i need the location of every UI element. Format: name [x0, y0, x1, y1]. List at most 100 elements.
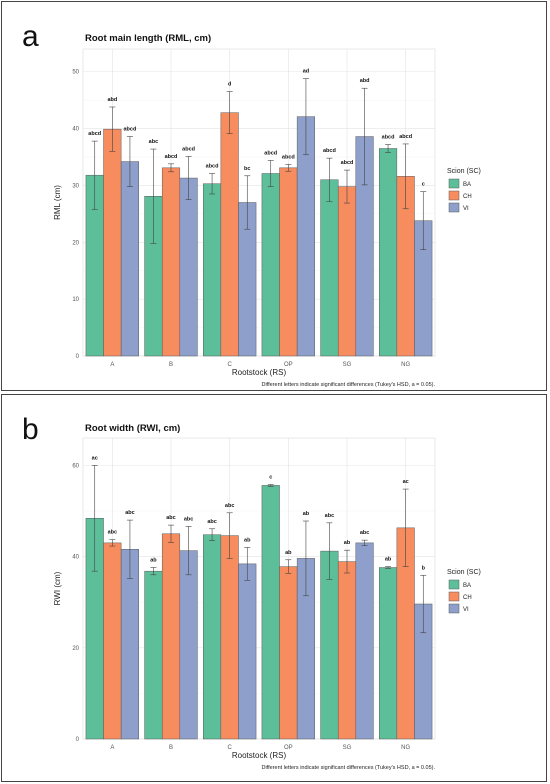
rml-xtick-label-SG: SG	[343, 362, 352, 368]
rml-sig-label-CH-B: abcd	[165, 154, 178, 160]
rwi-sig-label-BA-SG: abc	[325, 513, 334, 519]
rml-bar-VI-A	[120, 161, 139, 357]
rml-sig-label-VI-OP: ad	[303, 69, 309, 75]
rml-sig-label-VI-NG: c	[422, 182, 425, 188]
rml-sig-label-BA-OP: abcd	[264, 150, 277, 156]
rwi-sig-label-CH-B: abc	[166, 515, 175, 521]
rwi-sig-label-CH-NG: ac	[403, 479, 409, 485]
rml-ytick-label: 30	[72, 183, 79, 189]
rml-panel-letter: a	[22, 20, 39, 53]
rml-sig-label-BA-SG: abcd	[323, 148, 336, 154]
rml-ytick-label: 40	[72, 127, 79, 133]
rwi-x-axis-label: Rootstock (RS)	[232, 751, 287, 760]
rwi-legend-swatch-CH	[448, 591, 460, 602]
rwi-legend-label-CH: CH	[463, 595, 472, 601]
rwi-footnote: Different letters indicate significant d…	[261, 765, 435, 771]
rml-bar-CH-SG	[337, 186, 357, 357]
rml-xtick-label-B: B	[169, 362, 173, 368]
rwi-sig-label-BA-C: abc	[207, 519, 216, 525]
rml-sig-label-CH-SG: abcd	[341, 160, 354, 166]
rwi-sig-label-VI-A: abc	[125, 510, 134, 516]
rwi-sig-label-VI-C: ab	[244, 537, 251, 543]
rml-sig-label-BA-C: abcd	[206, 164, 219, 170]
rml-bar-CH-A	[103, 128, 122, 357]
rml-sig-label-CH-OP: abcd	[282, 154, 295, 160]
rml-xtick-label-C: C	[227, 362, 232, 368]
rml-legend-label-CH: CH	[463, 194, 472, 200]
panel-a: a Root main length (RML, cm) 0 10 20 30 40 50 RM…	[1, 1, 547, 391]
rml-legend-label-BA: BA	[463, 182, 471, 188]
rml-sig-label-BA-B: abc	[149, 139, 158, 145]
rwi-ytick-label: 40	[72, 555, 79, 561]
rml-sig-label-CH-NG: abcd	[399, 134, 412, 140]
rwi-sig-label-CH-OP: ab	[285, 550, 292, 556]
rml-bar-VI-B	[179, 177, 198, 357]
rml-bar-BA-SG	[320, 179, 339, 357]
rwi-bar-BA-B	[144, 570, 163, 740]
rml-x-axis-label: Rootstock (RS)	[232, 368, 287, 377]
rwi-bar-VI-SG	[355, 542, 374, 740]
rwi-legend-label-BA: BA	[463, 583, 471, 589]
rwi-ytick-label: 60	[72, 463, 79, 469]
rml-legend-swatch-BA	[448, 178, 460, 189]
rml-ytick-label: 0	[76, 354, 80, 360]
rwi-bar-CH-C	[220, 535, 239, 740]
panel-b: b Root width (RWI, cm) 0 20 40 60 RWI (cm) ac ab…	[1, 394, 547, 782]
rwi-ytick-label: 20	[72, 646, 79, 652]
rml-sig-label-BA-NG: abcd	[382, 135, 395, 141]
rwi-plot-area	[82, 437, 436, 740]
rml-sig-label-VI-A: abcd	[124, 127, 137, 133]
rml-sig-label-CH-A: abd	[107, 97, 117, 103]
rwi-sig-label-VI-NG: b	[422, 565, 426, 571]
rwi-sig-label-BA-A: ac	[92, 455, 98, 461]
rwi-legend-swatch-BA	[448, 579, 460, 590]
rml-legend-label-VI: VI	[463, 206, 469, 212]
rwi-sig-label-BA-B: ab	[150, 558, 157, 564]
rml-xtick-label-A: A	[110, 362, 114, 368]
rml-ytick-label: 20	[72, 240, 79, 246]
rml-xtick-label-OP: OP	[284, 362, 293, 368]
rml-legend-title: Scion (SC)	[447, 168, 481, 175]
rwi-ytick-label: 0	[76, 737, 80, 743]
rml-bar-CH-OP	[279, 167, 298, 357]
rml-bar-BA-NG	[379, 148, 398, 357]
rwi-bar-VI-C	[238, 563, 257, 740]
rwi-sig-label-VI-SG: abc	[360, 530, 369, 536]
rml-bar-BA-C	[203, 183, 222, 357]
rwi-chart-title: Root width (RWI, cm)	[85, 423, 180, 434]
rwi-sig-label-CH-A: abc	[108, 530, 117, 536]
rwi-panel-letter: b	[22, 413, 39, 446]
chart-rwi: b Root width (RWI, cm) 0 20 40 60 RWI (cm) ac ab…	[22, 413, 481, 771]
rwi-xtick-label-OP: OP	[284, 745, 293, 751]
rml-bar-CH-B	[161, 167, 181, 357]
rwi-xtick-label-SG: SG	[343, 745, 352, 751]
rml-sig-label-VI-SG: abd	[360, 78, 370, 84]
rml-sig-label-VI-B: abcd	[182, 146, 195, 152]
rwi-xtick-label-B: B	[169, 745, 173, 751]
rwi-sig-label-BA-NG: ab	[385, 557, 392, 563]
rml-legend-swatch-CH	[448, 190, 460, 201]
rwi-legend-label-VI: VI	[463, 607, 469, 613]
rwi-legend-title: Scion (SC)	[447, 569, 481, 576]
rml-chart-title: Root main length (RML, cm)	[85, 33, 211, 44]
rml-ytick-label: 50	[72, 70, 79, 76]
rwi-y-axis-label: RWI (cm)	[53, 571, 62, 605]
rwi-bar-CH-B	[161, 533, 181, 740]
rwi-bar-BA-NG	[379, 567, 398, 740]
rwi-xtick-label-NG: NG	[401, 745, 410, 751]
rml-ytick-label: 10	[72, 297, 79, 303]
rwi-sig-label-BA-OP: c	[269, 475, 272, 481]
rml-bar-BA-OP	[261, 173, 280, 357]
rml-y-axis-label: RML (cm)	[53, 185, 62, 220]
rml-xtick-label-NG: NG	[401, 362, 410, 368]
rwi-bar-CH-OP	[279, 566, 298, 740]
rml-footnote: Different letters indicate significant d…	[261, 382, 435, 388]
rml-sig-label-CH-C: d	[228, 82, 231, 88]
rwi-xtick-label-C: C	[227, 745, 232, 751]
rwi-sig-label-CH-C: abc	[225, 503, 234, 509]
rml-legend-swatch-VI	[448, 202, 460, 213]
rwi-bar-BA-OP	[261, 485, 280, 740]
rml-sig-label-BA-A: abcd	[88, 131, 101, 137]
rwi-bar-CH-A	[103, 542, 122, 740]
rwi-sig-label-VI-OP: ab	[303, 511, 310, 517]
